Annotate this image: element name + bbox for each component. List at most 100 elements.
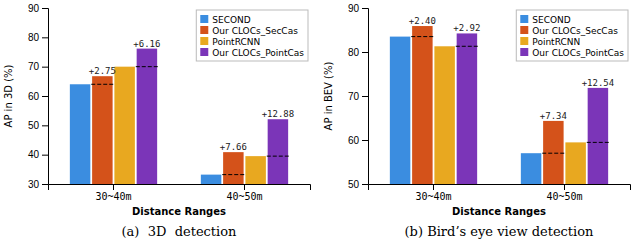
legend-swatch [200, 15, 208, 23]
bar [223, 152, 243, 184]
annotation: +7.34 [540, 111, 567, 121]
tick-label: 80 [348, 47, 360, 58]
tick-label: 50 [348, 179, 360, 190]
bar [268, 119, 288, 184]
reference-line [267, 156, 289, 157]
legend-swatch [520, 48, 528, 56]
tick-mark [42, 8, 48, 9]
panel: +2.75 +7.66 +6.16 +12.88 30 40 50 60 70 80 90 30~40… [3, 3, 311, 239]
tick-mark [42, 96, 48, 97]
plot-area [70, 49, 289, 184]
tick: 80 [348, 47, 368, 58]
y-axis-title: AP in BEV (%) [323, 61, 334, 130]
tick-mark [362, 184, 368, 185]
x-axis: 30~40m 40~50m [49, 184, 311, 202]
bar [434, 46, 454, 184]
tick: 90 [348, 3, 368, 14]
tick-mark [564, 184, 565, 190]
tick-mark [244, 184, 245, 190]
legend-label: Our CLOCs_SecCas [212, 26, 298, 36]
tick: 40~50m [226, 184, 262, 202]
tick-label: 80 [28, 32, 40, 43]
legend-label: PointRCNN [532, 37, 580, 47]
tick-mark [362, 140, 368, 141]
tick-mark [42, 67, 48, 68]
bar [543, 121, 563, 184]
bar [565, 142, 585, 184]
annotation: +12.88 [262, 109, 295, 119]
tick-label: 40 [28, 149, 40, 160]
tick-mark [362, 52, 368, 53]
legend-swatch [520, 26, 528, 34]
reference-line [542, 153, 564, 154]
x-axis: 30~40m 40~50m [369, 184, 631, 202]
tick: 50 [28, 120, 48, 131]
tick: 80 [28, 32, 48, 43]
legend-label: SECOND [212, 15, 251, 25]
axis-line [369, 185, 631, 191]
tick: 40 [28, 149, 48, 160]
bar [390, 37, 410, 184]
chart-title: (b) Bird’s eye view detection [405, 224, 595, 239]
legend-swatch [200, 37, 208, 45]
tick: 30~40m [95, 184, 131, 202]
tick-mark [42, 155, 48, 156]
tick: 60 [348, 135, 368, 146]
tick-label: 30 [28, 179, 40, 190]
tick: 40~50m [546, 184, 582, 202]
legend: SECONDOur CLOCs_SecCasPointRCNNOur CLOCs… [196, 10, 308, 61]
annotation: +7.66 [220, 142, 247, 152]
tick-label: 90 [348, 3, 360, 14]
reference-line [587, 142, 609, 143]
bar [92, 76, 112, 184]
legend-swatch [520, 15, 528, 23]
figure: +2.75 +7.66 +6.16 +12.88 30 40 50 60 70 80 90 30~40… [0, 0, 640, 246]
panel: +2.40 +7.34 +2.92 +12.54 50 60 70 80 90 30~40m 40~… [323, 3, 631, 239]
legend: SECONDOur CLOCs_SecCasPointRCNNOur CLOCs… [516, 10, 628, 61]
legend-item: Our CLOCs_PointCas [200, 48, 304, 58]
tick-mark [362, 96, 368, 97]
legend-frame [516, 10, 628, 61]
axis-line [362, 9, 369, 185]
legend-label: Our CLOCs_SecCas [532, 26, 618, 36]
tick: 60 [28, 91, 48, 102]
tick-label: 90 [28, 3, 40, 14]
bar [521, 153, 541, 184]
legend-label: PointRCNN [212, 37, 260, 47]
legend-item: Our CLOCs_PointCas [520, 48, 624, 58]
tick-label: 70 [348, 91, 360, 102]
tick-label: 30~40m [95, 191, 131, 202]
legend-item: PointRCNN [520, 37, 580, 47]
tick: 30~40m [415, 184, 451, 202]
tick-label: 70 [28, 61, 40, 72]
legend-frame [196, 10, 308, 61]
reference-line [456, 46, 478, 47]
tick: 70 [348, 91, 368, 102]
reference-line [91, 84, 113, 85]
tick-label: 40~50m [546, 191, 582, 202]
axis-line [49, 185, 311, 191]
tick: 30 [28, 179, 48, 190]
tick-label: 50 [28, 120, 40, 131]
annotation: +2.75 [89, 66, 116, 76]
tick-label: 40~50m [226, 191, 262, 202]
annotation: +6.16 [133, 39, 160, 49]
tick-mark [433, 184, 434, 190]
legend-swatch [200, 26, 208, 34]
annotation: +2.40 [409, 16, 436, 26]
legend-swatch [200, 48, 208, 56]
reference-line [136, 66, 158, 67]
annotation: +2.92 [453, 23, 480, 33]
bar [70, 84, 90, 184]
reference-line [411, 36, 433, 37]
annotation: +12.54 [582, 78, 615, 88]
tick-mark [113, 184, 114, 190]
tick-mark [42, 184, 48, 185]
legend-label: Our CLOCs_PointCas [532, 48, 624, 58]
legend-item: SECOND [520, 15, 571, 25]
legend-item: Our CLOCs_SecCas [520, 26, 618, 36]
legend-item: SECOND [200, 15, 251, 25]
tick: 50 [348, 179, 368, 190]
legend-item: Our CLOCs_SecCas [200, 26, 298, 36]
tick: 70 [28, 61, 48, 72]
